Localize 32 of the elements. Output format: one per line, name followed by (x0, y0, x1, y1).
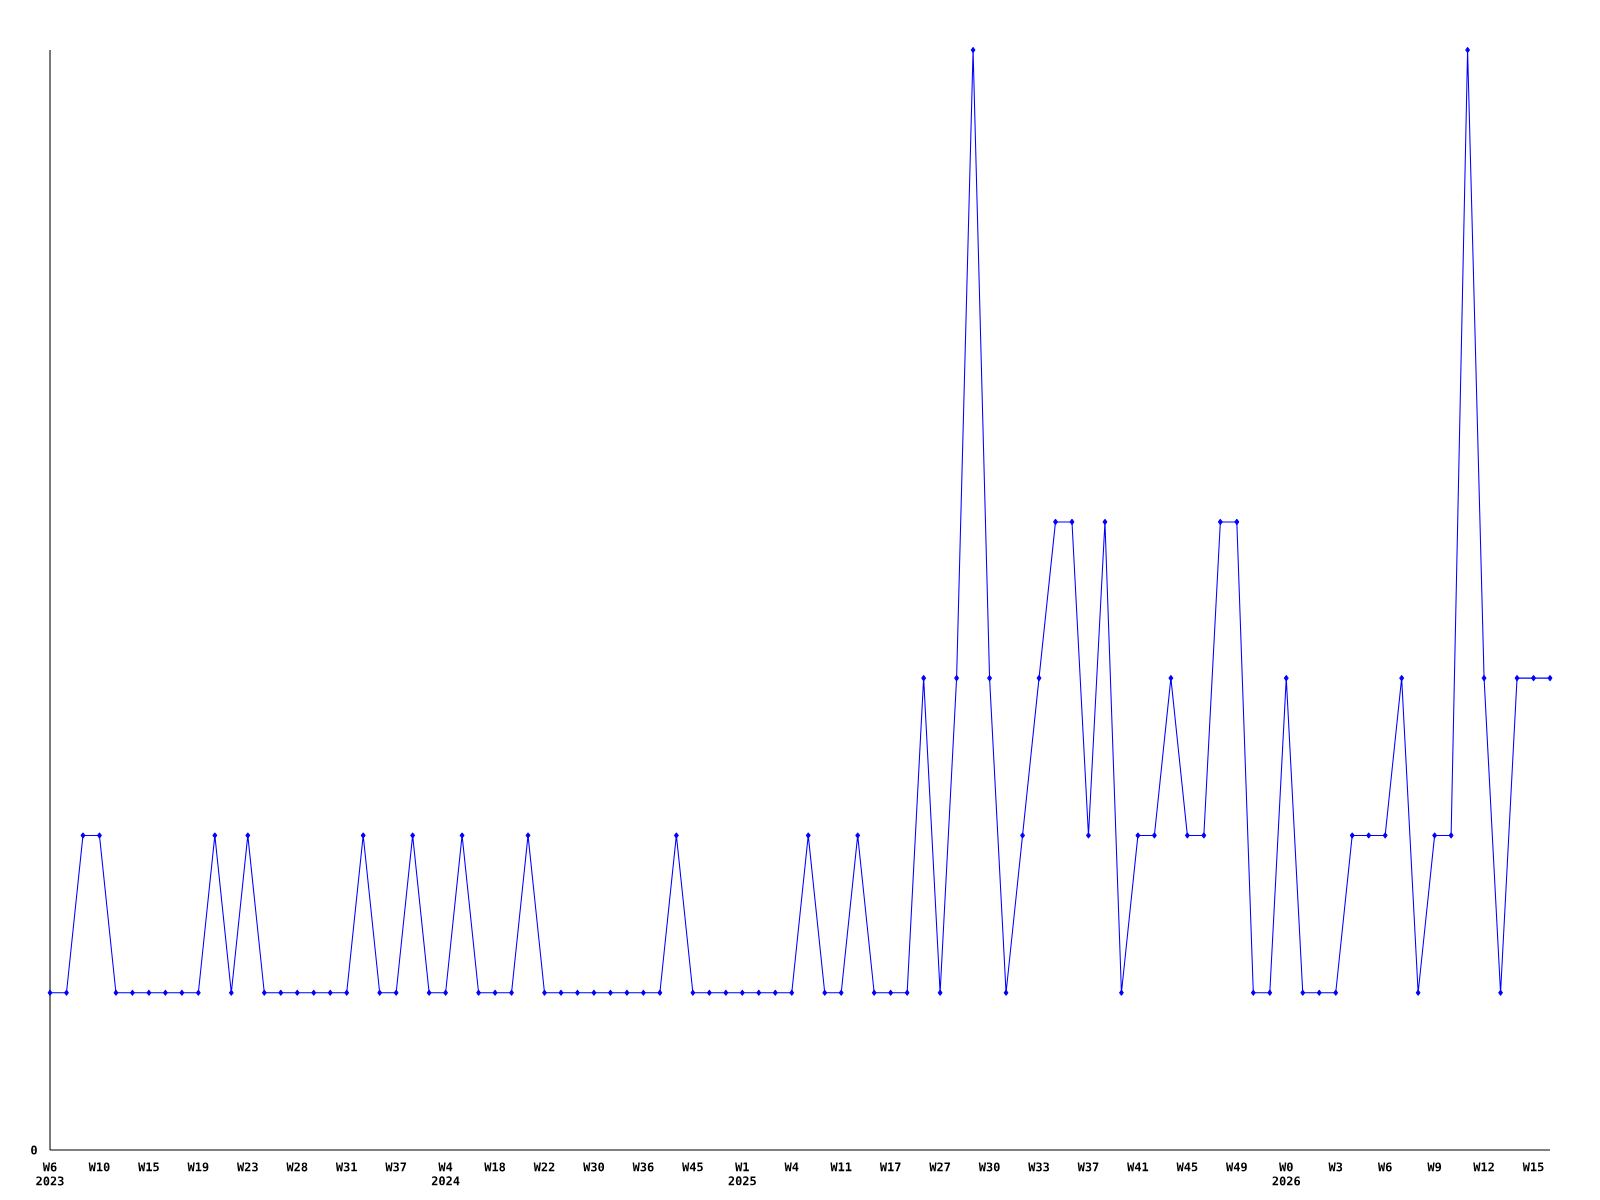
x-tick-label: W12 (1473, 1162, 1494, 1172)
x-tick-label: W31 (335, 1162, 357, 1172)
x-tick-label: W45 (1176, 1162, 1198, 1172)
x-tick-label: W33 (1028, 1162, 1050, 1172)
x-tick-label: W17 (879, 1162, 901, 1172)
x-tick-label: W28 (286, 1162, 308, 1172)
x-tick-label: W4 (784, 1162, 799, 1172)
text: 0 (31, 1145, 37, 1155)
x-tick-label: W18 (484, 1162, 506, 1172)
x-tick-label: W27 (929, 1162, 950, 1172)
x-tick-label: W10 (88, 1162, 110, 1172)
x-tick-label: W30 (978, 1162, 1000, 1172)
x-tick-label: W15 (138, 1162, 159, 1172)
x-tick-label: W22 (533, 1162, 555, 1172)
x-tick-label: W15 (1522, 1162, 1544, 1172)
x-tick-label: W41 (1127, 1162, 1149, 1172)
x-tick-label: W37 (1077, 1162, 1099, 1172)
x-tick-label: W9 (1427, 1162, 1442, 1172)
x-tick-label: W19 (187, 1162, 209, 1172)
x-tick-label: W49 (1226, 1162, 1247, 1172)
x-tick-label: W6 2023 (36, 1162, 64, 1186)
x-tick-label: W3 (1328, 1162, 1343, 1172)
x-tick-label: W30 (583, 1162, 605, 1172)
x-tick-label: W45 (682, 1162, 703, 1172)
x-tick-label: W6 (1377, 1162, 1392, 1172)
x-tick-label: W23 (237, 1162, 258, 1172)
x-tick-label: W1 2025 (728, 1162, 756, 1186)
x-tick-label: W36 (632, 1162, 654, 1172)
x-tick-label: W11 (830, 1162, 852, 1172)
x-tick-label: W0 2026 (1272, 1162, 1301, 1186)
x-tick-label: W37 (385, 1162, 407, 1172)
x-tick-label: W4 2024 (431, 1162, 460, 1186)
